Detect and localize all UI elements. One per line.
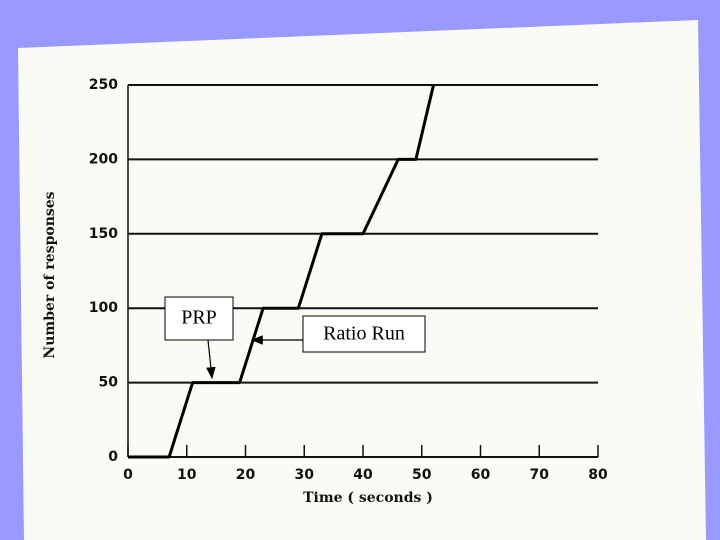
y-tick-label: 0 [108, 449, 118, 465]
y-tick-label: 250 [89, 77, 118, 93]
x-tick-label: 70 [530, 467, 550, 483]
x-tick-label: 0 [123, 467, 133, 483]
y-axis-title: Number of responses [42, 191, 58, 358]
annotation: Ratio Run [323, 323, 405, 345]
y-tick-label: 100 [89, 300, 118, 316]
x-tick-label: 40 [353, 467, 373, 483]
y-tick-label: 50 [99, 375, 119, 391]
x-tick-label: 60 [471, 467, 491, 483]
y-tick-label: 150 [89, 226, 118, 242]
annotation-box [302, 315, 426, 353]
x-tick-label: 10 [177, 467, 197, 483]
x-tick-label: 20 [236, 467, 256, 483]
x-tick-label: 80 [588, 467, 608, 483]
annotation-box [164, 296, 234, 341]
arrow [206, 339, 216, 380]
annotation: PRP [181, 307, 217, 329]
x-tick-label: 50 [412, 467, 432, 483]
y-tick-label: 200 [89, 151, 118, 167]
paper [18, 20, 706, 540]
x-axis-title: Time ( seconds ) [303, 490, 433, 506]
x-tick-label: 30 [295, 467, 315, 483]
data-line [128, 84, 435, 459]
